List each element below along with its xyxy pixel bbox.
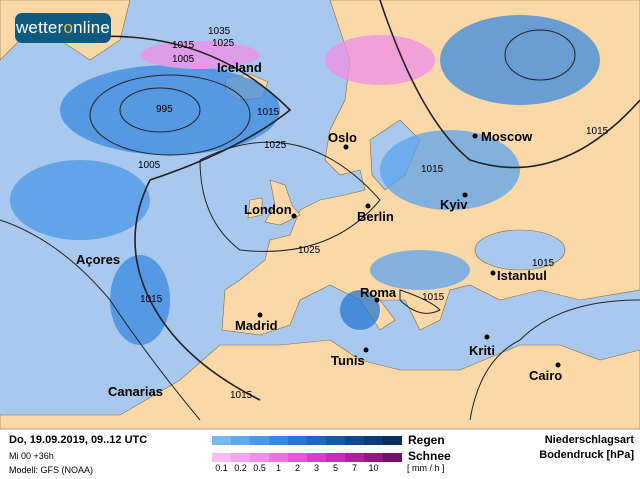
isobar-labels: 1035 1025 1015 1005 995 1015 1025 1005 1… (138, 26, 609, 401)
scale-tick: 1 (275, 463, 281, 473)
legend-title-precip-type: Niederschlagsart (544, 434, 634, 446)
color-swatch (326, 436, 345, 445)
svg-text:1035: 1035 (208, 26, 231, 37)
svg-text:Berlin: Berlin (357, 209, 394, 224)
svg-text:1015: 1015 (172, 40, 195, 51)
color-swatch (364, 436, 383, 445)
scale-ticks: 0.1 0.2 0.5 1 2 3 5 7 10 (212, 463, 402, 473)
rain-color-scale (212, 436, 402, 445)
logo-text: nline (73, 18, 111, 37)
color-swatch (288, 453, 307, 462)
svg-text:London: London (244, 202, 292, 217)
color-swatch (288, 436, 307, 445)
svg-text:Açores: Açores (76, 252, 120, 267)
svg-text:Iceland: Iceland (217, 60, 262, 75)
color-swatch (345, 453, 364, 462)
weather-map: 1035 1025 1015 1005 995 1015 1025 1005 1… (0, 0, 640, 429)
land-britain (264, 179, 301, 226)
svg-text:1005: 1005 (172, 54, 195, 65)
svg-text:Canarias: Canarias (108, 384, 163, 399)
legend: Do, 19.09.2019, 09..12 UTC Mi 00 +36h Mo… (0, 429, 640, 479)
svg-text:Kriti: Kriti (469, 343, 495, 358)
color-swatch (345, 436, 364, 445)
svg-text:1005: 1005 (138, 160, 161, 171)
color-swatch (212, 436, 231, 445)
wetteronline-logo[interactable]: wetteronline (15, 13, 111, 43)
scale-tick: 7 (351, 463, 357, 473)
model-name: Modell: GFS (NOAA) (9, 465, 94, 475)
svg-text:1015: 1015 (421, 164, 444, 175)
svg-text:1025: 1025 (264, 140, 287, 151)
svg-text:1015: 1015 (586, 126, 609, 137)
scale-tick: 0.2 (234, 463, 247, 473)
svg-text:1015: 1015 (140, 294, 163, 305)
land-africa (0, 339, 640, 429)
scale-tick: 0.1 (215, 463, 228, 473)
land-ireland (247, 197, 263, 219)
svg-text:1015: 1015 (230, 390, 253, 401)
svg-text:1025: 1025 (298, 245, 321, 256)
scale-tick: 5 (332, 463, 338, 473)
black-sea (474, 229, 566, 271)
color-swatch (307, 436, 326, 445)
color-swatch (269, 453, 288, 462)
snow-color-scale (212, 453, 402, 462)
color-swatch (231, 453, 250, 462)
svg-text:Roma: Roma (360, 285, 397, 300)
svg-text:Oslo: Oslo (328, 130, 357, 145)
svg-text:Istanbul: Istanbul (497, 268, 547, 283)
color-swatch (269, 436, 288, 445)
svg-text:Tunis: Tunis (331, 353, 365, 368)
unit-label: [ mm / h ] (407, 463, 445, 473)
logo-text: wetter (15, 18, 64, 37)
isobars (0, 0, 640, 421)
forecast-datetime: Do, 19.09.2019, 09..12 UTC (9, 434, 148, 446)
color-swatch (250, 436, 269, 445)
precipitation (10, 15, 600, 345)
logo-text-o: o (63, 18, 74, 37)
color-swatch (212, 453, 231, 462)
color-swatch (307, 453, 326, 462)
svg-text:1015: 1015 (422, 292, 445, 303)
model-run: Mi 00 +36h (9, 451, 54, 461)
svg-text:Kyiv: Kyiv (440, 197, 468, 212)
color-swatch (364, 453, 383, 462)
scale-tick: 10 (368, 463, 379, 473)
color-swatch (326, 453, 345, 462)
color-swatch (383, 436, 402, 445)
color-swatch (250, 453, 269, 462)
svg-text:Cairo: Cairo (529, 368, 562, 383)
color-swatch (383, 453, 402, 462)
city-labels: Iceland Oslo Moscow London Berlin Kyiv A… (76, 60, 562, 399)
svg-text:1015: 1015 (257, 107, 280, 118)
rain-label: Regen (408, 433, 445, 447)
snow-label: Schnee (408, 449, 451, 463)
svg-text:Moscow: Moscow (481, 129, 533, 144)
svg-text:995: 995 (156, 104, 173, 115)
legend-title-pressure: Bodendruck [hPa] (539, 449, 634, 461)
svg-text:Madrid: Madrid (235, 318, 278, 333)
scale-tick: 2 (294, 463, 300, 473)
scale-tick: 3 (313, 463, 319, 473)
svg-text:1025: 1025 (212, 38, 235, 49)
color-swatch (231, 436, 250, 445)
svg-text:1015: 1015 (532, 258, 555, 269)
scale-tick: 0.5 (253, 463, 266, 473)
